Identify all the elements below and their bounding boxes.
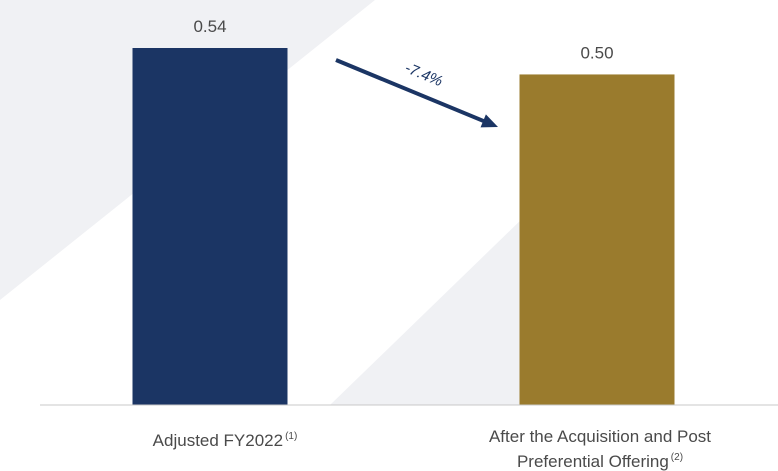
change-arrow-shaft [335, 58, 491, 126]
category-label-0-text: Adjusted FY2022 [152, 431, 284, 450]
bars [132, 48, 675, 405]
category-label-1-line-2: Preferential Offering [516, 452, 669, 471]
category-label-1-line-1: After the Acquisition and Post [488, 427, 712, 446]
bar-0 [132, 48, 288, 405]
category-label-0-footnote: (1) [285, 431, 298, 442]
category-label-1-footnote: (2) [670, 452, 684, 463]
change-annotation: -7.4% [335, 58, 498, 128]
bar-1 [519, 74, 675, 405]
value-label-1: 0.50 [580, 43, 613, 62]
change-label: -7.4% [402, 59, 445, 90]
category-label-1: After the Acquisition and Post Preferent… [440, 426, 760, 471]
category-label-0: Adjusted FY2022 (1) [100, 426, 350, 451]
value-labels: 0.54 0.50 [193, 17, 613, 62]
value-label-0: 0.54 [193, 17, 226, 36]
change-arrow-head [480, 114, 498, 128]
